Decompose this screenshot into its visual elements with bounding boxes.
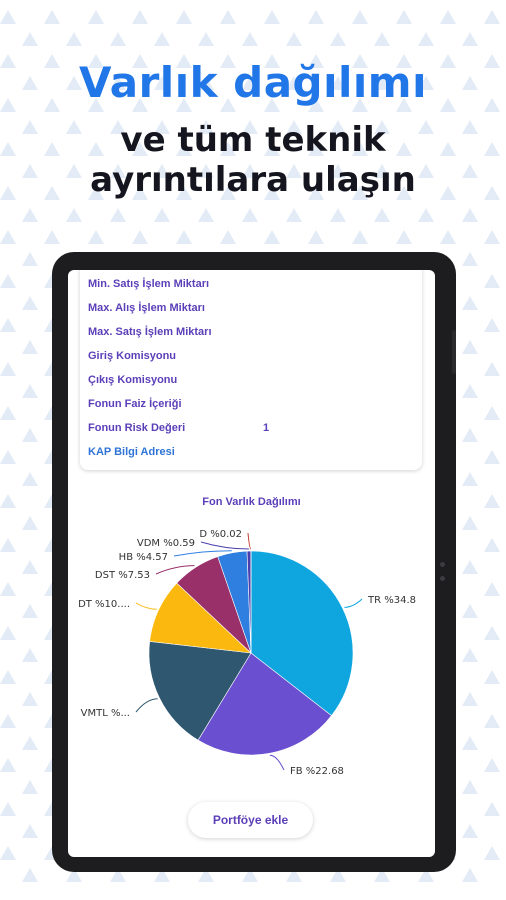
pie-leader-line: [200, 541, 249, 550]
pie-leader-line: [135, 602, 157, 610]
tablet-side-button: [452, 330, 456, 374]
headline-title: Varlık dağılımı: [79, 58, 427, 107]
info-row-max-sell: Max. Satış İşlem Miktarı: [88, 326, 212, 338]
info-row-exit-commission: Çıkış Komisyonu: [88, 374, 178, 386]
info-row-max-buy: Max. Alış İşlem Miktarı: [88, 302, 205, 314]
pie-slice[interactable]: [148, 641, 252, 741]
pie-leader-line: [344, 598, 363, 608]
pie-slice-label: DT %10....: [78, 599, 130, 610]
app-screen: Min. Satış İşlem Miktarı Max. Alış İşlem…: [68, 270, 435, 857]
pie-slice-label: D %0.02: [199, 529, 242, 540]
pie-leader-line: [269, 754, 285, 771]
info-row-interest-content: Fonun Faiz İçeriği: [88, 398, 182, 410]
pie-slice-label: VDM %0.59: [137, 538, 195, 549]
pie-leader-line: [247, 532, 252, 550]
pie-leader-line: [155, 565, 195, 575]
asset-distribution-pie-chart: TR %34.8 FB %22.68 VMTL %... DT %10.... DST …: [78, 529, 416, 777]
info-row-entry-commission: Giriş Komisyonu: [88, 350, 177, 362]
headline-subtitle-line1: ve tüm teknik: [120, 120, 386, 160]
info-row-min-sell: Min. Satış İşlem Miktarı: [88, 278, 210, 290]
pie-slice-label: DST %7.53: [95, 570, 150, 581]
headline-subtitle-line2: ayrıntılara ulaşın: [90, 160, 416, 200]
pie-slice-label: VMTL %...: [81, 708, 130, 719]
fund-info-card: Min. Satış İşlem Miktarı Max. Alış İşlem…: [80, 270, 422, 470]
add-to-portfolio-button[interactable]: Portföye ekle: [188, 802, 313, 838]
pie-slice-label: TR %34.8: [367, 595, 416, 606]
tablet-camera-dot: [440, 562, 445, 567]
kap-info-link[interactable]: KAP Bilgi Adresi: [88, 446, 175, 458]
pie-leader-line: [173, 550, 232, 557]
pie-slice-label: FB %22.68: [290, 766, 344, 777]
chart-title: Fon Varlık Dağılımı: [202, 496, 301, 508]
risk-value: 1: [263, 422, 270, 434]
pie-leader-line: [135, 698, 158, 713]
info-row-risk-value: Fonun Risk Değeri: [88, 422, 186, 434]
pie-slice[interactable]: [197, 652, 332, 756]
pie-slice-label: HB %4.57: [119, 552, 168, 563]
pie-slice[interactable]: [250, 550, 354, 717]
tablet-sensor-dot: [440, 576, 445, 581]
